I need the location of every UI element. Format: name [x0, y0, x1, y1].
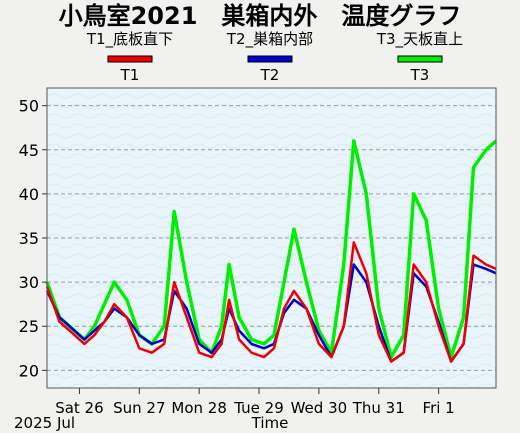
x-axis: Sat 26 Sun 27 Mon 28 Tue 29 Wed 30 Thu 31 Fri … — [55, 388, 455, 417]
legend-description-t3: T3_天板直上 — [376, 30, 463, 49]
series-line-t3 — [45, 139, 498, 359]
x-tick-label: Sun 27 — [113, 399, 165, 417]
chart-title: 小鳥室2021 巣箱内外 温度グラフ — [59, 2, 462, 30]
legend-swatch-t1 — [107, 55, 153, 63]
y-tick-label: 25 — [19, 317, 39, 336]
legend-swatch-t3 — [397, 55, 443, 63]
legend-description-t1: T1_底板直下 — [86, 30, 173, 49]
series-line-t1 — [45, 241, 497, 363]
legend-description-t2: T2_巣箱内部 — [226, 30, 313, 49]
x-tick-label: Wed 30 — [291, 399, 348, 417]
series-line-t2 — [45, 263, 497, 363]
legend-label-t3: T3 — [410, 66, 430, 84]
legend: T1_底板直下 T1 T2_巣箱内部 T2 T3_天板直上 T3 — [86, 30, 463, 84]
y-tick-label: 40 — [19, 185, 39, 204]
x-tick-label: Tue 29 — [233, 399, 283, 417]
legend-label-t2: T2 — [260, 66, 280, 84]
x-tick-label: Thu 31 — [352, 399, 405, 417]
y-axis: 20 25 30 35 40 45 50 — [19, 97, 47, 380]
y-tick-label: 50 — [19, 97, 39, 116]
x-tick-label: Mon 28 — [171, 399, 226, 417]
legend-label-t1: T1 — [120, 66, 140, 84]
date-label: 2025 Jul — [14, 414, 75, 432]
y-tick-label: 35 — [19, 229, 39, 248]
legend-swatch-t2 — [247, 55, 293, 63]
y-tick-label: 30 — [19, 273, 39, 292]
x-tick-label: Sat 26 — [55, 399, 103, 417]
y-tick-label: 45 — [19, 141, 39, 160]
x-axis-label: Time — [251, 414, 289, 432]
y-tick-label: 20 — [19, 361, 39, 380]
series-layer — [45, 139, 498, 363]
plot-area — [45, 87, 498, 389]
x-tick-label: Fri 1 — [423, 399, 455, 417]
